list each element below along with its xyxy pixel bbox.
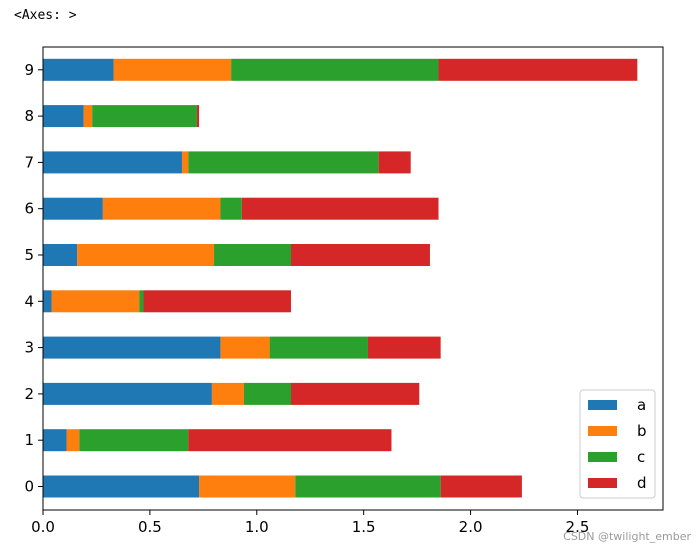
watermark: CSDN @twilight_ember bbox=[563, 530, 691, 543]
bar-b-2 bbox=[211, 382, 244, 405]
bar-b-7 bbox=[181, 151, 189, 174]
bar-b-0 bbox=[199, 475, 296, 498]
bar-d-8 bbox=[196, 105, 200, 128]
legend-label-a: a bbox=[637, 396, 646, 414]
bar-a-5 bbox=[43, 244, 78, 266]
x-tick-label: 0.0 bbox=[31, 518, 55, 536]
bar-c-7 bbox=[188, 151, 379, 174]
x-tick-label: 2.0 bbox=[459, 518, 483, 536]
x-axis: 0.0 0.5 1.0 1.5 2.0 2.5 bbox=[31, 510, 589, 536]
bar-c-0 bbox=[295, 475, 441, 498]
bar-d-3 bbox=[367, 336, 441, 359]
legend-swatch-a bbox=[588, 400, 617, 410]
bar-b-5 bbox=[77, 244, 215, 266]
bar-a-0 bbox=[43, 475, 200, 498]
y-tick-label: 1 bbox=[24, 431, 34, 449]
y-tick-label: 0 bbox=[24, 478, 34, 496]
bar-a-6 bbox=[43, 197, 103, 220]
y-tick-label: 3 bbox=[24, 339, 34, 357]
bar-b-9 bbox=[113, 58, 232, 81]
bar-b-1 bbox=[66, 429, 80, 452]
y-tick-label: 8 bbox=[24, 107, 34, 125]
y-tick-label: 6 bbox=[24, 200, 34, 218]
bar-b-8 bbox=[83, 105, 93, 128]
cell-output-label: <Axes: > bbox=[14, 8, 77, 23]
legend-label-d: d bbox=[637, 474, 647, 492]
legend-swatch-d bbox=[588, 478, 617, 488]
bar-d-2 bbox=[291, 382, 420, 405]
bar-a-1 bbox=[43, 429, 67, 452]
bar-d-5 bbox=[291, 244, 430, 266]
bar-c-8 bbox=[92, 105, 197, 128]
bar-c-4 bbox=[139, 290, 144, 313]
bar-b-3 bbox=[220, 336, 270, 359]
bar-a-8 bbox=[43, 105, 84, 128]
bar-c-1 bbox=[79, 429, 189, 452]
bar-c-3 bbox=[269, 336, 368, 359]
y-tick-label: 9 bbox=[24, 61, 34, 79]
y-tick-label: 2 bbox=[24, 385, 34, 403]
bar-d-7 bbox=[378, 151, 411, 174]
bar-a-9 bbox=[43, 58, 114, 81]
y-tick-label: 5 bbox=[24, 246, 34, 264]
bar-a-7 bbox=[43, 151, 182, 174]
legend-label-c: c bbox=[637, 448, 645, 466]
x-tick-label: 2.5 bbox=[566, 518, 590, 536]
bar-c-6 bbox=[220, 197, 242, 220]
legend-box bbox=[579, 389, 656, 499]
y-tick-label: 4 bbox=[24, 292, 34, 310]
legend-label-b: b bbox=[637, 422, 647, 440]
bar-c-9 bbox=[231, 58, 439, 81]
x-tick-label: 0.5 bbox=[138, 518, 162, 536]
y-axis: 0 1 2 3 4 5 6 7 8 9 bbox=[24, 61, 43, 496]
bar-a-4 bbox=[43, 290, 52, 313]
bar-d-6 bbox=[241, 197, 439, 220]
bar-c-5 bbox=[214, 244, 291, 266]
legend-swatch-c bbox=[588, 452, 617, 462]
bar-d-9 bbox=[438, 58, 638, 81]
plot-frame bbox=[42, 46, 664, 511]
bars-layer bbox=[43, 58, 638, 498]
legend-swatch-b bbox=[588, 426, 617, 436]
bar-d-1 bbox=[188, 429, 392, 452]
x-tick-label: 1.5 bbox=[352, 518, 376, 536]
bar-d-4 bbox=[143, 290, 291, 313]
bar-a-3 bbox=[43, 336, 221, 359]
bar-d-0 bbox=[440, 475, 522, 498]
bar-a-2 bbox=[43, 382, 212, 405]
y-tick-label: 7 bbox=[24, 153, 34, 171]
x-tick-label: 1.0 bbox=[245, 518, 269, 536]
bar-c-2 bbox=[243, 382, 291, 405]
bar-b-6 bbox=[102, 197, 221, 220]
bar-b-4 bbox=[51, 290, 140, 313]
